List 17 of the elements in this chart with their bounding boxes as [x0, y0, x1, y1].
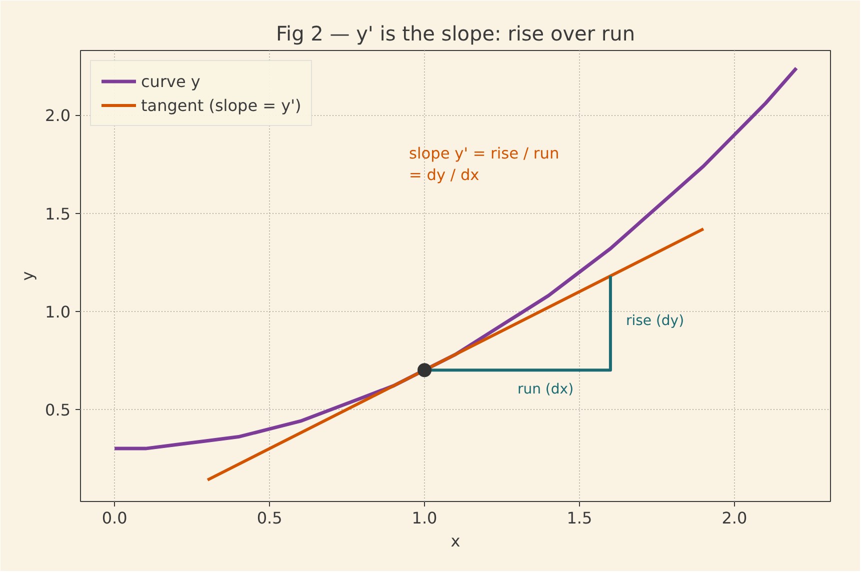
- y-tick-label: 1.5: [45, 204, 71, 224]
- x-tick-label: 0.5: [256, 508, 282, 528]
- legend-label: curve y: [141, 72, 200, 90]
- x-tick-label: 1.0: [412, 508, 438, 528]
- annotation: slope y' = rise / run = dy / dx: [409, 144, 560, 184]
- legend-label: tangent (slope = y'): [141, 96, 302, 114]
- y-axis-title: y: [18, 271, 38, 281]
- x-tick-label: 1.5: [566, 508, 592, 528]
- y-tick-label: 1.0: [45, 302, 71, 322]
- x-tick-label: 2.0: [722, 508, 748, 528]
- y-tick-label: 0.5: [45, 400, 71, 420]
- x-axis-title: x: [450, 532, 460, 550]
- annotation: rise (dy): [626, 313, 684, 330]
- x-tick-label: 0.0: [102, 508, 128, 528]
- annotation: run (dx): [517, 382, 574, 398]
- y-tick-label: 2.0: [45, 106, 71, 126]
- chart-title: Fig 2 — y' is the slope: rise over run: [276, 22, 636, 46]
